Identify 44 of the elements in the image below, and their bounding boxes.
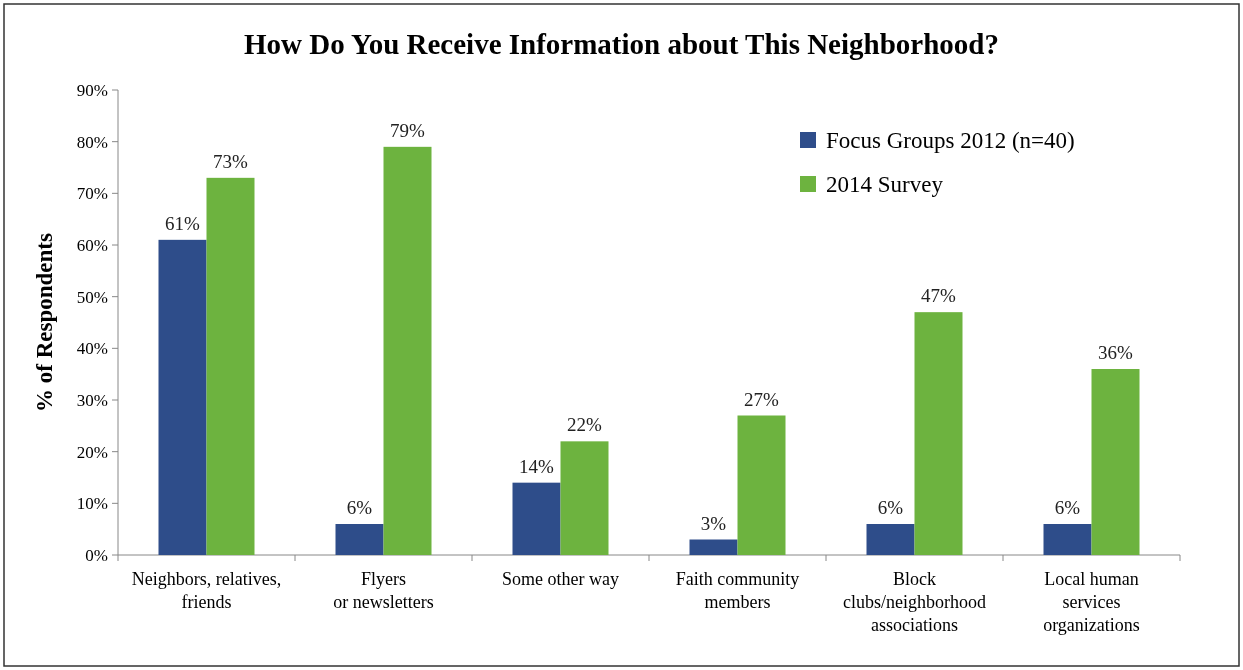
legend-label: Focus Groups 2012 (n=40) bbox=[826, 128, 1075, 154]
chart-title: How Do You Receive Information about This Neighborhood? bbox=[244, 28, 999, 60]
bar bbox=[383, 146, 432, 555]
bar bbox=[560, 441, 609, 555]
bar bbox=[206, 177, 255, 555]
data-label: 3% bbox=[700, 512, 727, 534]
y-tick-label: 30% bbox=[76, 390, 108, 410]
bar bbox=[866, 524, 915, 555]
y-tick-label: 40% bbox=[76, 339, 108, 359]
data-label: 47% bbox=[921, 285, 957, 307]
data-label: 6% bbox=[346, 497, 373, 518]
data-label: 73% bbox=[213, 150, 249, 172]
data-label: 22% bbox=[567, 414, 603, 436]
y-tick-label: 60% bbox=[76, 235, 108, 255]
bar bbox=[512, 482, 561, 555]
bar bbox=[1043, 524, 1092, 555]
data-label: 36% bbox=[1098, 342, 1134, 363]
y-tick-label: 90% bbox=[76, 80, 108, 100]
bar bbox=[689, 539, 738, 555]
x-tick-label: Faith community members bbox=[675, 569, 800, 612]
bar bbox=[914, 312, 963, 555]
data-label: 14% bbox=[519, 455, 555, 477]
data-label: 79% bbox=[390, 119, 426, 141]
y-tick-label: 50% bbox=[76, 287, 108, 307]
x-tick-label: Local human services organizations bbox=[1043, 569, 1140, 635]
data-label: 6% bbox=[877, 497, 904, 518]
y-tick-label: 70% bbox=[76, 184, 108, 204]
data-label: 27% bbox=[744, 388, 780, 410]
x-tick-label: Block clubs/neighborhood associations bbox=[843, 569, 986, 635]
bar bbox=[158, 239, 207, 555]
legend-label: 2014 Survey bbox=[826, 172, 944, 198]
x-tick-label: Flyers or newsletters bbox=[333, 569, 434, 612]
data-label: 61% bbox=[165, 212, 201, 234]
x-tick-label: Neighbors, relatives, friends bbox=[131, 569, 282, 612]
y-tick-label: 0% bbox=[85, 545, 108, 565]
y-tick-label: 20% bbox=[76, 442, 108, 462]
y-tick-label: 10% bbox=[76, 494, 108, 514]
data-label: 6% bbox=[1054, 497, 1081, 518]
bar bbox=[335, 524, 384, 555]
bar bbox=[737, 415, 786, 555]
y-axis-title: % of Respondents bbox=[32, 233, 57, 412]
bar bbox=[1091, 369, 1140, 555]
x-tick-label: Some other way bbox=[502, 569, 619, 589]
y-tick-label: 80% bbox=[76, 132, 108, 152]
